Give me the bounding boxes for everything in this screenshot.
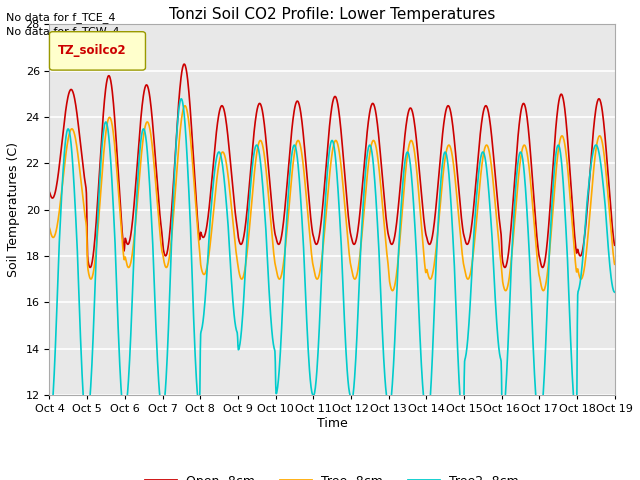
Text: No data for f_TCW_4: No data for f_TCW_4 (6, 26, 120, 37)
Legend: Open -8cm, Tree -8cm, Tree2 -8cm: Open -8cm, Tree -8cm, Tree2 -8cm (140, 469, 524, 480)
Text: TZ_soilco2: TZ_soilco2 (58, 44, 127, 58)
X-axis label: Time: Time (317, 417, 348, 430)
Y-axis label: Soil Temperatures (C): Soil Temperatures (C) (7, 142, 20, 277)
Text: No data for f_TCE_4: No data for f_TCE_4 (6, 12, 116, 23)
Title: Tonzi Soil CO2 Profile: Lower Temperatures: Tonzi Soil CO2 Profile: Lower Temperatur… (169, 7, 495, 22)
